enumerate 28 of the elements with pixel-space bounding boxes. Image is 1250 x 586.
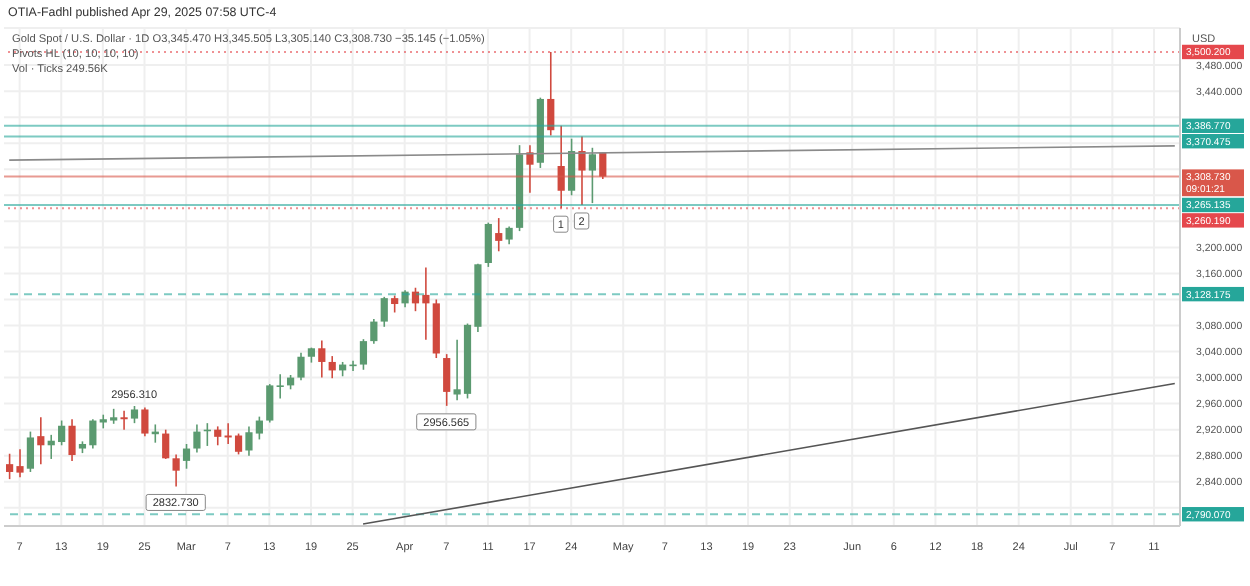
candlestick	[162, 428, 170, 460]
candlestick	[526, 144, 534, 194]
candlestick	[567, 137, 576, 197]
candlestick	[484, 221, 492, 268]
candlestick	[578, 135, 586, 206]
candlestick	[182, 443, 191, 470]
candlestick	[380, 296, 388, 328]
candlestick	[599, 151, 607, 180]
candlestick	[370, 318, 378, 345]
candlestick	[495, 217, 503, 253]
candlestick	[443, 353, 451, 407]
candlestick	[318, 339, 326, 379]
candlestick	[172, 453, 180, 488]
candlestick	[547, 51, 555, 137]
candlestick	[141, 406, 149, 437]
candlestick	[120, 409, 128, 431]
candlestick	[266, 383, 274, 424]
candlestick	[37, 416, 45, 465]
candlestick	[214, 425, 222, 447]
candlestick	[328, 355, 336, 380]
candlestick	[68, 418, 76, 462]
candlestick	[26, 430, 35, 473]
candlestick	[588, 146, 596, 204]
candlestick	[359, 338, 368, 371]
candlestick	[193, 423, 201, 454]
candlestick	[297, 352, 305, 381]
candlestick	[276, 373, 284, 400]
candlestick	[557, 125, 565, 209]
